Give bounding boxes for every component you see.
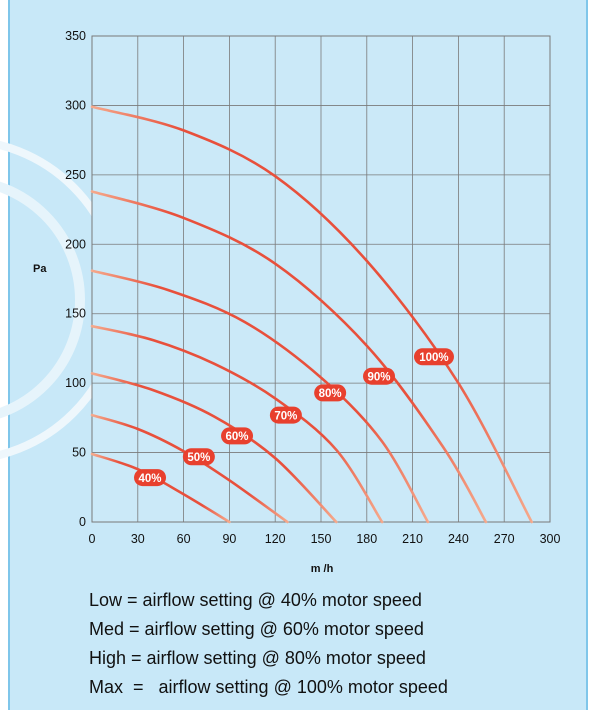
series-label-40pct: 40%: [134, 469, 167, 487]
series-label-text: 40%: [138, 473, 161, 485]
note-high: High = airflow setting @ 80% motor speed: [89, 648, 426, 668]
series-label-50pct: 50%: [182, 448, 215, 466]
x-tick-label: 240: [448, 532, 469, 546]
note-max: Max = airflow setting @ 100% motor speed: [89, 677, 448, 697]
series-label-bg: [182, 448, 215, 466]
series-label-bg: [413, 348, 454, 366]
x-tick-label: 150: [311, 532, 332, 546]
curve-100pct: [90, 105, 533, 524]
x-tick-label: 30: [131, 532, 145, 546]
series-label-100pct: 100%: [413, 348, 454, 366]
y-tick-label: 0: [79, 515, 86, 529]
series-label-bg: [269, 406, 302, 424]
grid: [91, 35, 551, 523]
curve-70pct: [90, 324, 384, 524]
speed-notes: Low = airflow setting @ 40% motor speed …: [89, 586, 569, 702]
series-label-80pct: 80%: [314, 384, 347, 402]
curve-80pct: [90, 269, 430, 524]
fan-curve-chart: 0 30 60 90 120 150 180 210 240 270 300 0 50 100 150 200…: [33, 29, 560, 575]
curve-60pct: [90, 372, 338, 524]
y-tick-label: 300: [65, 98, 86, 112]
series-label-90pct: 90%: [363, 367, 396, 385]
series-labels: 40% 50% 60% 70% 80% 90% 100%: [134, 348, 454, 487]
series-label-text: 60%: [226, 431, 249, 443]
y-tick-label: 200: [65, 237, 86, 251]
x-tick-label: 0: [89, 532, 96, 546]
note-low: Low = airflow setting @ 40% motor speed: [89, 590, 422, 610]
y-tick-label: 50: [72, 446, 86, 460]
y-tick-label: 350: [65, 29, 86, 43]
series-label-bg: [363, 367, 396, 385]
series-label-70pct: 70%: [269, 406, 302, 424]
series-label-text: 100%: [419, 352, 448, 364]
x-tick-label: 300: [540, 532, 561, 546]
curve-90pct: [90, 190, 488, 524]
decor-ring: [0, 181, 85, 419]
curve-50pct: [90, 413, 289, 524]
series-label-bg: [314, 384, 347, 402]
series-label-text: 80%: [319, 388, 342, 400]
y-tick-label: 250: [65, 168, 86, 182]
x-tick-label: 90: [222, 532, 236, 546]
x-tick-label: 270: [494, 532, 515, 546]
y-tick-label: 100: [65, 376, 86, 390]
y-axis-label: Pa: [33, 263, 47, 275]
x-tick-label: 120: [265, 532, 286, 546]
y-tick-label: 150: [65, 307, 86, 321]
series-label-bg: [221, 427, 254, 445]
x-axis-label: m /h: [311, 563, 334, 575]
x-tick-label: 180: [356, 532, 377, 546]
series-label-text: 90%: [367, 371, 390, 383]
curves: [90, 105, 533, 524]
series-label-text: 70%: [274, 410, 297, 422]
series-label-bg: [134, 469, 167, 487]
series-label-text: 50%: [187, 452, 210, 464]
note-med: Med = airflow setting @ 60% motor speed: [89, 619, 424, 639]
x-tick-label: 60: [177, 532, 191, 546]
series-label-60pct: 60%: [221, 427, 254, 445]
tick-labels: 0 30 60 90 120 150 180 210 240 270 300 0 50 100 150 200…: [65, 29, 560, 546]
x-tick-label: 210: [402, 532, 423, 546]
